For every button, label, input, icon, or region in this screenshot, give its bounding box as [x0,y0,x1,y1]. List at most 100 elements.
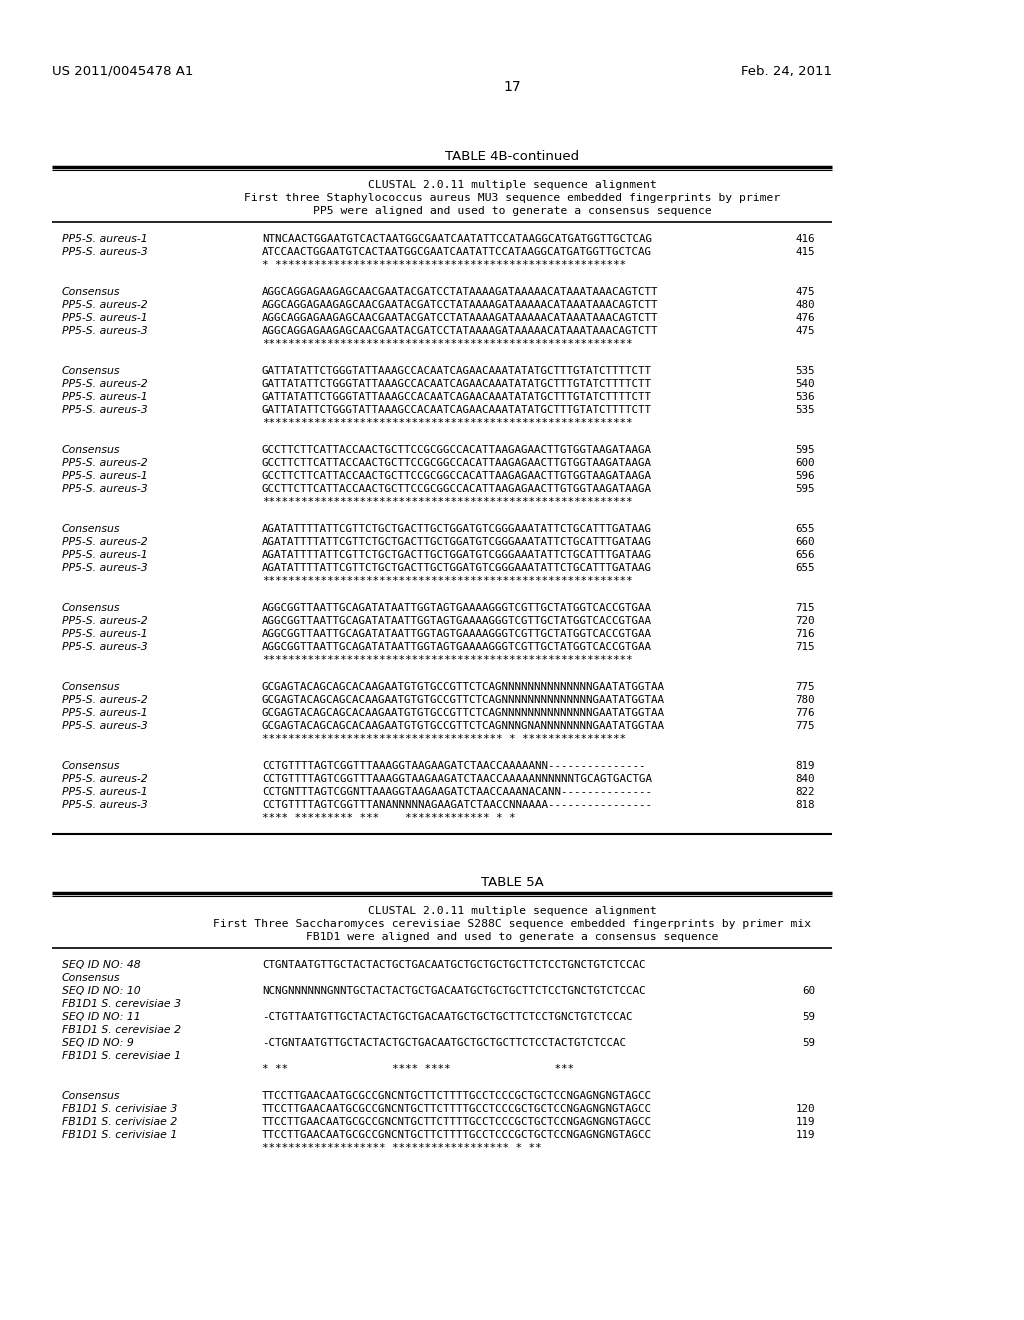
Text: Consensus: Consensus [62,286,121,297]
Text: CCTGNTTTAGTCGGNTTAAAGGTAAGAAGATCTAACCAAANACANN--------------: CCTGNTTTAGTCGGNTTAAAGGTAAGAAGATCTAACCAAA… [262,787,652,797]
Text: GATTATATTCTGGGTATTAAAGCCACAATCAGAACAAATATATGCTTTGTATCTTTTCTT: GATTATATTCTGGGTATTAAAGCCACAATCAGAACAAATA… [262,405,652,414]
Text: AGGCGGTTAATTGCAGATATAATTGGTAGTGAAAAGGGTCGTTGCTATGGTCACCGTGAA: AGGCGGTTAATTGCAGATATAATTGGTAGTGAAAAGGGTC… [262,603,652,612]
Text: 475: 475 [796,286,815,297]
Text: SEQ ID NO: 10: SEQ ID NO: 10 [62,986,140,997]
Text: 819: 819 [796,762,815,771]
Text: 775: 775 [796,682,815,692]
Text: 475: 475 [796,326,815,337]
Text: PP5-S. aureus-3: PP5-S. aureus-3 [62,642,147,652]
Text: 660: 660 [796,537,815,546]
Text: FB1D1 were aligned and used to generate a consensus sequence: FB1D1 were aligned and used to generate … [306,932,718,942]
Text: PP5-S. aureus-3: PP5-S. aureus-3 [62,484,147,494]
Text: PP5-S. aureus-2: PP5-S. aureus-2 [62,300,147,310]
Text: 775: 775 [796,721,815,731]
Text: PP5-S. aureus-1: PP5-S. aureus-1 [62,471,147,480]
Text: CTGNTAATGTTGCTACTACTGCTGACAATGCTGCTGCTGCTTCTCCTGNCTGTCTCCAC: CTGNTAATGTTGCTACTACTGCTGACAATGCTGCTGCTGC… [262,960,645,970]
Text: Consensus: Consensus [62,682,121,692]
Text: FB1D1 S. cerivisiae 3: FB1D1 S. cerivisiae 3 [62,1104,177,1114]
Text: 776: 776 [796,708,815,718]
Text: 595: 595 [796,445,815,455]
Text: 415: 415 [796,247,815,257]
Text: 715: 715 [796,642,815,652]
Text: PP5-S. aureus-2: PP5-S. aureus-2 [62,774,147,784]
Text: PP5-S. aureus-3: PP5-S. aureus-3 [62,326,147,337]
Text: 119: 119 [796,1130,815,1140]
Text: 655: 655 [796,524,815,535]
Text: PP5-S. aureus-3: PP5-S. aureus-3 [62,564,147,573]
Text: 416: 416 [796,234,815,244]
Text: 840: 840 [796,774,815,784]
Text: Consensus: Consensus [62,603,121,612]
Text: SEQ ID NO: 11: SEQ ID NO: 11 [62,1012,140,1022]
Text: 655: 655 [796,564,815,573]
Text: FB1D1 S. cerevisiae 1: FB1D1 S. cerevisiae 1 [62,1051,181,1061]
Text: 59: 59 [802,1038,815,1048]
Text: AGGCAGGAGAAGAGCAACGAATACGATCCTATAAAAGATAAAAACATAAATAAACAGTCTT: AGGCAGGAGAAGAGCAACGAATACGATCCTATAAAAGATA… [262,326,658,337]
Text: GCCTTCTTCATTACCAACTGCTTCCGCGGCCACATTAAGAGAACTTGTGGTAAGATAAGA: GCCTTCTTCATTACCAACTGCTTCCGCGGCCACATTAAGA… [262,484,652,494]
Text: TTCCTTGAACAATGCGCCGNCNTGCTTCTTTTGCCTCCCGCTGCTCCNGAGNGNGTAGCC: TTCCTTGAACAATGCGCCGNCNTGCTTCTTTTGCCTCCCG… [262,1130,652,1140]
Text: ************************************* * ****************: ************************************* * … [262,734,626,744]
Text: TTCCTTGAACAATGCGCCGNCNTGCTTCTTTTGCCTCCCGCTGCTCCNGAGNGNGTAGCC: TTCCTTGAACAATGCGCCGNCNTGCTTCTTTTGCCTCCCG… [262,1104,652,1114]
Text: PP5-S. aureus-1: PP5-S. aureus-1 [62,787,147,797]
Text: AGATATTTTATTCGTTCTGCTGACTTGCTGGATGTCGGGAAATATTCTGCATTTGATAAG: AGATATTTTATTCGTTCTGCTGACTTGCTGGATGTCGGGA… [262,524,652,535]
Text: 540: 540 [796,379,815,389]
Text: TTCCTTGAACAATGCGCCGNCNTGCTTCTTTTGCCTCCCGCTGCTCCNGAGNGNGTAGCC: TTCCTTGAACAATGCGCCGNCNTGCTTCTTTTGCCTCCCG… [262,1092,652,1101]
Text: 17: 17 [503,81,521,94]
Text: GCGAGTACAGCAGCACAAGAATGTGTGCCGTTCTCAGNNNNNNNNNNNNNNGAATATGGTAA: GCGAGTACAGCAGCACAAGAATGTGTGCCGTTCTCAGNNN… [262,696,665,705]
Text: NCNGNNNNNNGNNTGCTACTACTGCTGACAATGCTGCTGCTTCTCCTGNCTGTCTCCAC: NCNGNNNNNNGNNTGCTACTACTGCTGACAATGCTGCTGC… [262,986,645,997]
Text: GCGAGTACAGCAGCACAAGAATGTGTGCCGTTCTCAGNNNNNNNNNNNNNNGAATATGGTAA: GCGAGTACAGCAGCACAAGAATGTGTGCCGTTCTCAGNNN… [262,682,665,692]
Text: CLUSTAL 2.0.11 multiple sequence alignment: CLUSTAL 2.0.11 multiple sequence alignme… [368,906,656,916]
Text: 596: 596 [796,471,815,480]
Text: 822: 822 [796,787,815,797]
Text: PP5-S. aureus-1: PP5-S. aureus-1 [62,708,147,718]
Text: 535: 535 [796,405,815,414]
Text: GCCTTCTTCATTACCAACTGCTTCCGCGGCCACATTAAGAGAACTTGTGGTAAGATAAGA: GCCTTCTTCATTACCAACTGCTTCCGCGGCCACATTAAGA… [262,458,652,469]
Text: PP5-S. aureus-3: PP5-S. aureus-3 [62,800,147,810]
Text: AGATATTTTATTCGTTCTGCTGACTTGCTGGATGTCGGGAAATATTCTGCATTTGATAAG: AGATATTTTATTCGTTCTGCTGACTTGCTGGATGTCGGGA… [262,564,652,573]
Text: AGGCGGTTAATTGCAGATATAATTGGTAGTGAAAAGGGTCGTTGCTATGGTCACCGTGAA: AGGCGGTTAATTGCAGATATAATTGGTAGTGAAAAGGGTC… [262,642,652,652]
Text: PP5-S. aureus-1: PP5-S. aureus-1 [62,313,147,323]
Text: FB1D1 S. cerevisiae 2: FB1D1 S. cerevisiae 2 [62,1026,181,1035]
Text: 600: 600 [796,458,815,469]
Text: First three Staphylococcus aureus MU3 sequence embedded fingerprints by primer: First three Staphylococcus aureus MU3 se… [244,193,780,203]
Text: -CTGTTAATGTTGCTACTACTGCTGACAATGCTGCTGCTTCTCCTGNCTGTCTCCAC: -CTGTTAATGTTGCTACTACTGCTGACAATGCTGCTGCTT… [262,1012,633,1022]
Text: 119: 119 [796,1117,815,1127]
Text: PP5-S. aureus-1: PP5-S. aureus-1 [62,630,147,639]
Text: *********************************************************: ****************************************… [262,655,633,665]
Text: **** ********* ***    ************* * *: **** ********* *** ************* * * [262,813,515,822]
Text: GCCTTCTTCATTACCAACTGCTTCCGCGGCCACATTAAGAGAACTTGTGGTAAGATAAGA: GCCTTCTTCATTACCAACTGCTTCCGCGGCCACATTAAGA… [262,445,652,455]
Text: FB1D1 S. cerivisiae 2: FB1D1 S. cerivisiae 2 [62,1117,177,1127]
Text: AGGCAGGAGAAGAGCAACGAATACGATCCTATAAAAGATAAAAACATAAATAAACAGTCTT: AGGCAGGAGAAGAGCAACGAATACGATCCTATAAAAGATA… [262,300,658,310]
Text: * ******************************************************: * **************************************… [262,260,626,271]
Text: Consensus: Consensus [62,366,121,376]
Text: GCGAGTACAGCAGCACAAGAATGTGTGCCGTTCTCAGNNNNNNNNNNNNNNGAATATGGTAA: GCGAGTACAGCAGCACAAGAATGTGTGCCGTTCTCAGNNN… [262,708,665,718]
Text: GCGAGTACAGCAGCACAAGAATGTGTGCCGTTCTCAGNNNGNANNNNNNNNGAATATGGTAA: GCGAGTACAGCAGCACAAGAATGTGTGCCGTTCTCAGNNN… [262,721,665,731]
Text: *********************************************************: ****************************************… [262,418,633,428]
Text: FB1D1 S. cerivisiae 1: FB1D1 S. cerivisiae 1 [62,1130,177,1140]
Text: *********************************************************: ****************************************… [262,576,633,586]
Text: Consensus: Consensus [62,524,121,535]
Text: GATTATATTCTGGGTATTAAAGCCACAATCAGAACAAATATATGCTTTGTATCTTTTCTT: GATTATATTCTGGGTATTAAAGCCACAATCAGAACAAATA… [262,366,652,376]
Text: NTNCAACTGGAATGTCACTAATGGCGAATCAATATTCCATAAGGCATGATGGTTGCTCAG: NTNCAACTGGAATGTCACTAATGGCGAATCAATATTCCAT… [262,234,652,244]
Text: 818: 818 [796,800,815,810]
Text: 536: 536 [796,392,815,403]
Text: PP5 were aligned and used to generate a consensus sequence: PP5 were aligned and used to generate a … [312,206,712,216]
Text: US 2011/0045478 A1: US 2011/0045478 A1 [52,65,194,78]
Text: Consensus: Consensus [62,973,121,983]
Text: PP5-S. aureus-3: PP5-S. aureus-3 [62,247,147,257]
Text: First Three Saccharomyces cerevisiae S288C sequence embedded fingerprints by pri: First Three Saccharomyces cerevisiae S28… [213,919,811,929]
Text: 120: 120 [796,1104,815,1114]
Text: 780: 780 [796,696,815,705]
Text: 595: 595 [796,484,815,494]
Text: 720: 720 [796,616,815,626]
Text: PP5-S. aureus-2: PP5-S. aureus-2 [62,458,147,469]
Text: AGGCAGGAGAAGAGCAACGAATACGATCCTATAAAAGATAAAAACATAAATAAACAGTCTT: AGGCAGGAGAAGAGCAACGAATACGATCCTATAAAAGATA… [262,286,658,297]
Text: GCCTTCTTCATTACCAACTGCTTCCGCGGCCACATTAAGAGAACTTGTGGTAAGATAAGA: GCCTTCTTCATTACCAACTGCTTCCGCGGCCACATTAAGA… [262,471,652,480]
Text: Consensus: Consensus [62,1092,121,1101]
Text: PP5-S. aureus-3: PP5-S. aureus-3 [62,405,147,414]
Text: PP5-S. aureus-2: PP5-S. aureus-2 [62,616,147,626]
Text: CCTGTTTTAGTCGGTTTAAAGGTAAGAAGATCTAACCAAAAANN---------------: CCTGTTTTAGTCGGTTTAAAGGTAAGAAGATCTAACCAAA… [262,762,645,771]
Text: Consensus: Consensus [62,445,121,455]
Text: SEQ ID NO: 48: SEQ ID NO: 48 [62,960,140,970]
Text: PP5-S. aureus-2: PP5-S. aureus-2 [62,379,147,389]
